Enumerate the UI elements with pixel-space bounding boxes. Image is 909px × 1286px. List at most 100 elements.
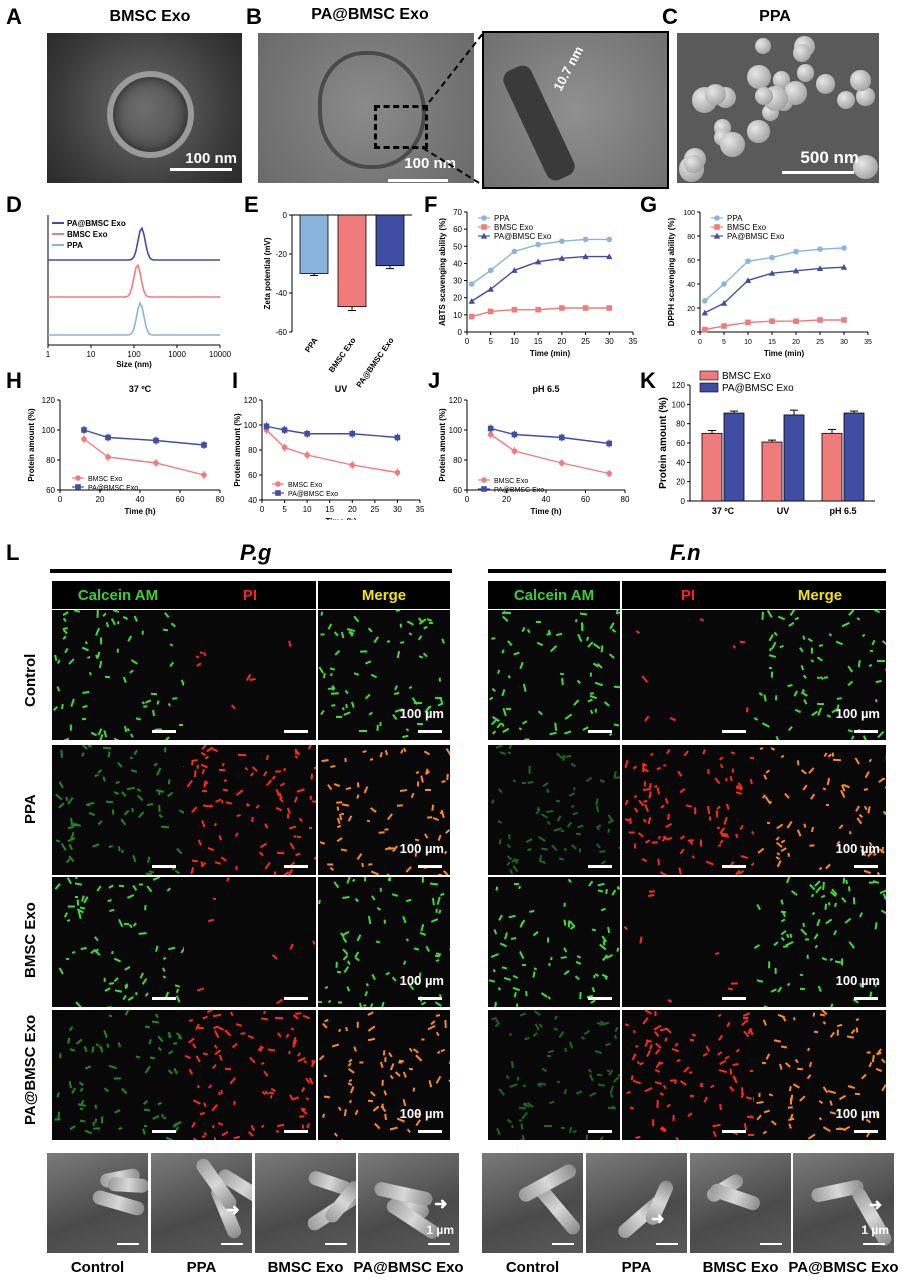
bacterium-signal bbox=[168, 1069, 174, 1074]
bacterium-signal bbox=[714, 952, 720, 956]
bacterium-signal bbox=[817, 656, 824, 662]
bacterium-signal bbox=[646, 1050, 652, 1058]
legend-marker bbox=[480, 232, 488, 239]
bacterium-signal bbox=[69, 1125, 76, 1131]
bacterium-signal bbox=[200, 1112, 206, 1116]
bacterium-signal bbox=[103, 613, 108, 617]
bacterium-signal bbox=[297, 1052, 302, 1057]
bacterium-signal bbox=[332, 1044, 340, 1048]
x-axis-label: Time (min) bbox=[764, 349, 805, 358]
bacterium-signal bbox=[268, 1091, 274, 1094]
legend-marker bbox=[481, 224, 487, 230]
legend-label: BMSC Exo bbox=[727, 223, 767, 232]
bacterium-signal bbox=[387, 814, 394, 821]
bacterium-signal bbox=[236, 814, 241, 817]
bacterium-signal bbox=[579, 991, 582, 1000]
fn-title: F.n bbox=[670, 540, 701, 565]
bacterium-signal bbox=[745, 1096, 752, 1100]
bacterium-signal bbox=[497, 1127, 502, 1136]
sem-image: ➜ 1 µm bbox=[793, 1153, 894, 1253]
bacterium-signal bbox=[864, 770, 870, 778]
bacterium-signal bbox=[356, 794, 360, 799]
bacterium-signal bbox=[230, 1077, 237, 1085]
bacterium-signal bbox=[649, 753, 654, 756]
bacterium-signal bbox=[735, 833, 739, 838]
bacterium-signal bbox=[336, 837, 343, 842]
nanoparticle bbox=[704, 83, 727, 106]
y-tick-label: 20 bbox=[676, 478, 685, 487]
bacterium-signal bbox=[787, 1106, 793, 1109]
bacterium-signal bbox=[95, 1104, 98, 1109]
bacterium-signal bbox=[244, 767, 248, 771]
bacterium-signal bbox=[828, 633, 833, 637]
data-point bbox=[281, 444, 288, 451]
bacterium-signal bbox=[660, 804, 665, 809]
y-axis-label: DPPH scavenging ability (%) bbox=[667, 217, 676, 326]
bacterium-signal bbox=[853, 897, 855, 905]
bacterium-signal bbox=[142, 978, 148, 986]
nanoparticle bbox=[754, 37, 772, 55]
bacterium-signal bbox=[674, 1079, 678, 1084]
bacterium-signal bbox=[609, 1070, 614, 1076]
bacterium-signal bbox=[274, 1016, 283, 1019]
sem-label: PA@BMSC Exo bbox=[788, 1259, 899, 1276]
data-point bbox=[559, 434, 565, 441]
bacterium-signal bbox=[442, 781, 446, 784]
bacterium-signal bbox=[222, 788, 228, 791]
bacterium-signal bbox=[74, 882, 82, 886]
bacterium-signal bbox=[767, 610, 773, 618]
bacterium-signal bbox=[663, 1084, 667, 1089]
bacterium-signal bbox=[784, 793, 790, 799]
bacterium-signal bbox=[882, 777, 886, 780]
bacterium-signal bbox=[550, 645, 558, 652]
x-axis-label: Time (h) bbox=[326, 517, 357, 520]
bacterium-signal bbox=[92, 843, 100, 848]
bacterium-signal bbox=[866, 1132, 870, 1138]
bacterium-signal bbox=[195, 655, 200, 658]
bacterium-signal bbox=[780, 847, 787, 853]
bacterium-signal bbox=[368, 711, 373, 716]
bacterium-signal bbox=[108, 1014, 113, 1018]
bacterium-signal bbox=[400, 641, 405, 645]
bacterium-signal bbox=[596, 843, 601, 848]
bacterium-signal bbox=[271, 1087, 277, 1092]
y-tick-label: 80 bbox=[453, 456, 462, 465]
bacterium-signal bbox=[507, 862, 512, 867]
bacterium-signal bbox=[680, 788, 686, 793]
bacterium-signal bbox=[384, 749, 388, 756]
bacterium-signal bbox=[713, 1130, 717, 1137]
bacterium-signal bbox=[567, 920, 570, 927]
bacterium-signal bbox=[656, 767, 661, 771]
x-tick-label: 30 bbox=[605, 337, 614, 346]
bacterium-signal bbox=[379, 887, 382, 893]
bacterium-signal bbox=[250, 772, 254, 777]
bacterium-signal bbox=[155, 945, 159, 952]
bacterium-signal bbox=[547, 820, 551, 825]
scale-bar bbox=[418, 1130, 442, 1133]
bacterium-signal bbox=[345, 1026, 349, 1031]
bacterium-signal bbox=[827, 1089, 836, 1094]
bacterium-signal bbox=[770, 747, 775, 751]
bacterium-signal bbox=[324, 1018, 329, 1022]
data-point bbox=[349, 462, 356, 468]
bacterium-signal bbox=[494, 929, 498, 935]
bacterium-signal bbox=[354, 1110, 359, 1116]
data-point bbox=[606, 236, 613, 243]
bacterium-signal bbox=[690, 1094, 695, 1097]
legend-marker bbox=[481, 215, 487, 221]
bacterium-signal bbox=[108, 909, 115, 913]
series-line bbox=[83, 429, 205, 446]
x-tick-label: 5 bbox=[488, 337, 493, 346]
scale-bar bbox=[325, 1243, 347, 1245]
bacterium-signal bbox=[633, 1029, 636, 1034]
y-tick-label: -60 bbox=[275, 328, 287, 337]
bacterium-signal bbox=[855, 757, 861, 765]
bacterium-signal bbox=[168, 1035, 173, 1038]
bacterium-signal bbox=[143, 1108, 150, 1111]
bacterium-signal bbox=[444, 829, 450, 835]
bacterium-signal bbox=[428, 1080, 432, 1088]
bacterium-signal bbox=[348, 1062, 352, 1067]
arrow-icon: ➜ bbox=[434, 1195, 448, 1213]
bacterium-signal bbox=[67, 837, 76, 843]
bacterium-signal bbox=[667, 999, 673, 1003]
